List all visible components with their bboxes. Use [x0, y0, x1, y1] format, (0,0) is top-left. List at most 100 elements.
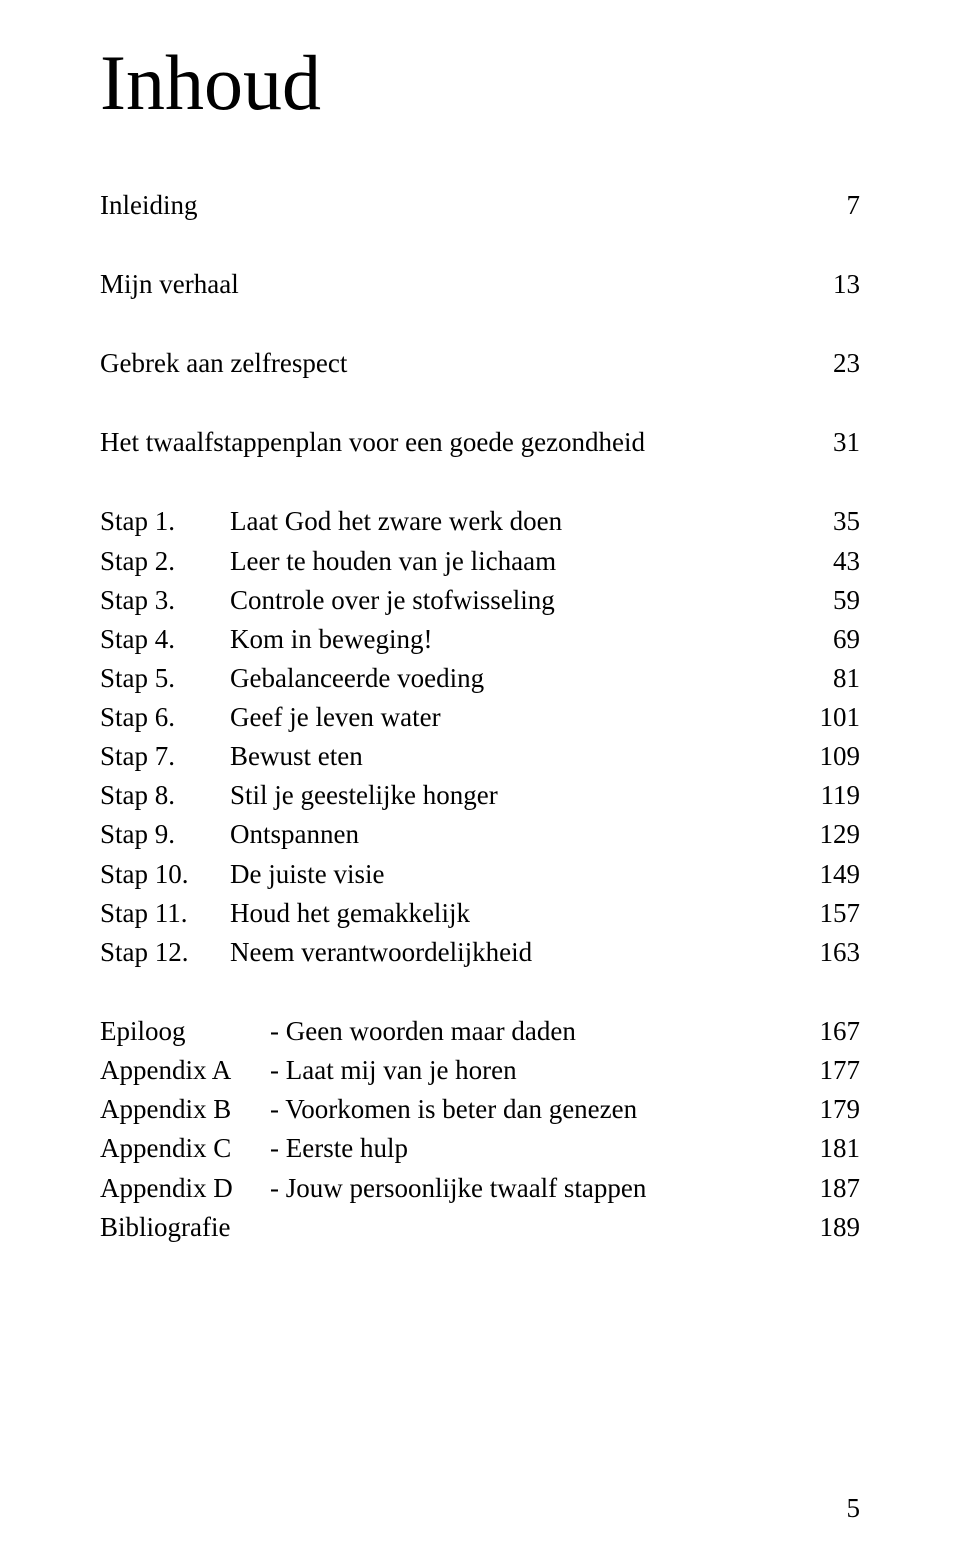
toc-row: Stap 12.Neem verantwoordelijkheid 163 — [100, 933, 860, 972]
toc-text: - Eerste hulp — [270, 1129, 408, 1168]
toc-left: Stap 12.Neem verantwoordelijkheid — [100, 933, 532, 972]
toc-intro-block: Inleiding 7 Mijn verhaal 13 Gebrek aan z… — [100, 186, 860, 463]
toc-page: 119 — [821, 776, 861, 815]
toc-row: Bibliografie 189 — [100, 1208, 860, 1247]
toc-row: Stap 8.Stil je geestelijke honger 119 — [100, 776, 860, 815]
toc-text: Het twaalfstappenplan voor een goede gez… — [100, 423, 645, 462]
toc-text: Inleiding — [100, 186, 197, 225]
toc-label: Appendix B — [100, 1090, 270, 1129]
toc-text: - Voorkomen is beter dan genezen — [270, 1090, 637, 1129]
toc-text: - Geen woorden maar daden — [270, 1012, 576, 1051]
toc-label: Stap 9. — [100, 815, 230, 854]
toc-row: Stap 6.Geef je leven water 101 — [100, 698, 860, 737]
toc-text: Leer te houden van je lichaam — [230, 542, 556, 581]
toc-text: Laat God het zware werk doen — [230, 502, 562, 541]
toc-text: Gebrek aan zelfrespect — [100, 344, 347, 383]
toc-label: Appendix C — [100, 1129, 270, 1168]
toc-row: Stap 10.De juiste visie 149 — [100, 855, 860, 894]
toc-page: 7 — [847, 186, 861, 225]
toc-page: 69 — [833, 620, 860, 659]
toc-label: Stap 6. — [100, 698, 230, 737]
toc-text: Geef je leven water — [230, 698, 441, 737]
toc-label: Appendix A — [100, 1051, 270, 1090]
toc-text: De juiste visie — [230, 855, 384, 894]
toc-left: Stap 1.Laat God het zware werk doen — [100, 502, 562, 541]
page-title: Inhoud — [100, 40, 860, 126]
toc-page: 109 — [820, 737, 861, 776]
toc-row: Stap 2.Leer te houden van je lichaam 43 — [100, 542, 860, 581]
toc-row: Appendix D- Jouw persoonlijke twaalf sta… — [100, 1169, 860, 1208]
toc-left: Stap 7.Bewust eten — [100, 737, 363, 776]
toc-page: 31 — [833, 423, 860, 462]
toc-text: Ontspannen — [230, 815, 359, 854]
toc-text: Kom in beweging! — [230, 620, 432, 659]
spacer — [100, 972, 860, 1012]
toc-label: Epiloog — [100, 1012, 270, 1051]
toc-left: Appendix B- Voorkomen is beter dan genez… — [100, 1090, 637, 1129]
toc-page: 43 — [833, 542, 860, 581]
toc-label: Stap 2. — [100, 542, 230, 581]
toc-row: Stap 4.Kom in beweging! 69 — [100, 620, 860, 659]
toc-page: 101 — [820, 698, 861, 737]
spacer — [100, 383, 860, 423]
toc-page: 35 — [833, 502, 860, 541]
toc-left: Stap 11.Houd het gemakkelijk — [100, 894, 470, 933]
toc-page: 157 — [820, 894, 861, 933]
toc-left: Stap 6.Geef je leven water — [100, 698, 441, 737]
toc-label: Stap 12. — [100, 933, 230, 972]
toc-row: Appendix B- Voorkomen is beter dan genez… — [100, 1090, 860, 1129]
toc-text: Stil je geestelijke honger — [230, 776, 498, 815]
toc-left: Stap 8.Stil je geestelijke honger — [100, 776, 498, 815]
toc-left: Epiloog- Geen woorden maar daden — [100, 1012, 576, 1051]
page-number: 5 — [847, 1493, 861, 1524]
toc-label: Stap 5. — [100, 659, 230, 698]
toc-left: Stap 2.Leer te houden van je lichaam — [100, 542, 556, 581]
toc-text: Neem verantwoordelijkheid — [230, 933, 532, 972]
toc-row: Stap 5.Gebalanceerde voeding81 — [100, 659, 860, 698]
toc-text: Gebalanceerde voeding — [230, 659, 484, 698]
toc-page: 167 — [820, 1012, 861, 1051]
toc-label: Stap 1. — [100, 502, 230, 541]
toc-page: 23 — [833, 344, 860, 383]
toc-page: 189 — [820, 1208, 861, 1247]
toc-row: Mijn verhaal 13 — [100, 265, 860, 304]
toc-steps-block: Stap 1.Laat God het zware werk doen35Sta… — [100, 502, 860, 972]
toc-page: 149 — [820, 855, 861, 894]
toc-left: Stap 9.Ontspannen — [100, 815, 359, 854]
toc-row: Stap 9.Ontspannen129 — [100, 815, 860, 854]
toc-label: Stap 4. — [100, 620, 230, 659]
toc-left: Appendix A- Laat mij van je horen — [100, 1051, 517, 1090]
toc-text: Houd het gemakkelijk — [230, 894, 470, 933]
toc-text: Bewust eten — [230, 737, 363, 776]
toc-page: 13 — [833, 265, 860, 304]
spacer — [100, 304, 860, 344]
page: Inhoud Inleiding 7 Mijn verhaal 13 Gebre… — [0, 0, 960, 1560]
toc-label: Stap 11. — [100, 894, 230, 933]
toc-text: Mijn verhaal — [100, 265, 239, 304]
spacer — [100, 225, 860, 265]
toc-row: Stap 7.Bewust eten 109 — [100, 737, 860, 776]
toc-row: Epiloog- Geen woorden maar daden 167 — [100, 1012, 860, 1051]
toc-label: Stap 10. — [100, 855, 230, 894]
toc-row: Gebrek aan zelfrespect 23 — [100, 344, 860, 383]
toc-row: Het twaalfstappenplan voor een goede gez… — [100, 423, 860, 462]
toc-left: Stap 5.Gebalanceerde voeding — [100, 659, 484, 698]
toc-row: Stap 3.Controle over je stofwisseling 59 — [100, 581, 860, 620]
toc-page: 181 — [820, 1129, 861, 1168]
toc-text: - Laat mij van je horen — [270, 1051, 517, 1090]
toc-label: Appendix D — [100, 1169, 270, 1208]
toc-page: 163 — [820, 933, 861, 972]
toc-page: 177 — [820, 1051, 861, 1090]
toc-left: Appendix D- Jouw persoonlijke twaalf sta… — [100, 1169, 646, 1208]
toc-label: Stap 3. — [100, 581, 230, 620]
spacer — [100, 462, 860, 502]
toc-text: Bibliografie — [100, 1208, 230, 1247]
toc-page: 59 — [833, 581, 860, 620]
toc-text: - Jouw persoonlijke twaalf stappen — [270, 1169, 646, 1208]
toc-left: Stap 10.De juiste visie — [100, 855, 384, 894]
toc-row: Appendix C- Eerste hulp 181 — [100, 1129, 860, 1168]
toc-label: Stap 7. — [100, 737, 230, 776]
toc-row: Stap 11.Houd het gemakkelijk 157 — [100, 894, 860, 933]
toc-left: Bibliografie — [100, 1208, 230, 1247]
toc-text: Controle over je stofwisseling — [230, 581, 555, 620]
